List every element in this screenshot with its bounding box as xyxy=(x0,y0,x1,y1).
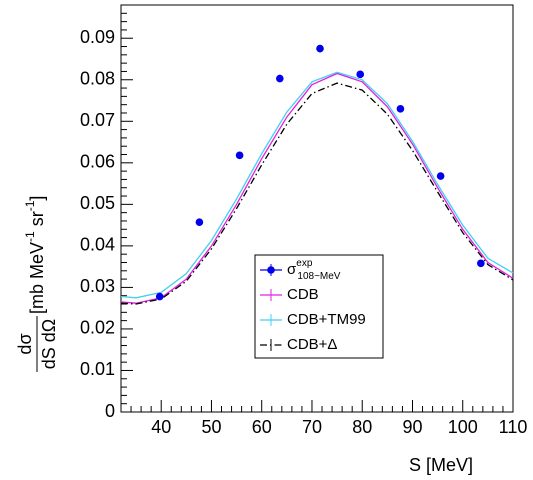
y-label-numerator: dσ xyxy=(15,333,35,354)
y-label-denominator: dS dΩ xyxy=(39,319,59,369)
legend-marker xyxy=(267,266,275,274)
y-tick-label: 0.04 xyxy=(80,235,115,255)
y-axis-label: dσ dS dΩ [mb MeV-1 sr-1] xyxy=(15,196,59,372)
x-tick-label: 40 xyxy=(151,417,171,437)
y-tick-label: 0.05 xyxy=(80,193,115,213)
y-tick-label: 0.01 xyxy=(80,359,115,379)
legend-label: CDB xyxy=(287,286,319,303)
legend-label: CDB+TM99 xyxy=(287,311,366,328)
y-label-unit-part: -1 xyxy=(23,200,37,211)
legend-sub: 108~MeV xyxy=(297,271,340,282)
x-tick-label: 100 xyxy=(448,417,478,437)
data-point xyxy=(276,74,284,83)
curve xyxy=(120,82,514,305)
legend-label: σexp 108~MeV xyxy=(287,258,341,282)
x-axis-label: S [MeV] xyxy=(409,455,473,475)
x-tick-label: 50 xyxy=(201,417,221,437)
x-tick-label: 80 xyxy=(352,417,372,437)
legend-name: CDB xyxy=(287,286,319,303)
y-tick-label: 0.08 xyxy=(80,69,115,89)
data-point xyxy=(436,172,445,180)
curve xyxy=(120,71,514,299)
y-tick-label: 0.03 xyxy=(80,276,115,296)
legend: σexp 108~MeV CDB CDB+TM99 CDB+Δ xyxy=(254,254,384,359)
data-point xyxy=(477,259,485,268)
y-label-unit-part: ] xyxy=(27,196,47,201)
y-label-unit: [mb MeV-1 sr-1] xyxy=(23,196,47,314)
y-tick-label: 0.02 xyxy=(80,318,115,338)
y-tick-label: 0.06 xyxy=(80,152,115,172)
y-label-unit-part: -1 xyxy=(23,231,37,242)
x-tick-label: 90 xyxy=(402,417,422,437)
x-tick-label: 60 xyxy=(252,417,272,437)
y-label-unit-part: [mb MeV xyxy=(27,242,47,314)
x-tick-label: 110 xyxy=(499,417,528,437)
curve xyxy=(120,72,514,304)
y-tick-label: 0.09 xyxy=(80,27,115,47)
legend-label: CDB+Δ xyxy=(287,336,337,353)
legend-sup: exp xyxy=(296,258,313,269)
data-point xyxy=(316,44,324,53)
legend-box xyxy=(254,254,384,359)
data-point xyxy=(195,218,204,227)
data-point xyxy=(356,70,365,79)
legend-name: CDB+Δ xyxy=(287,336,337,353)
y-tick-label: 0 xyxy=(105,401,115,421)
plot-frame xyxy=(120,4,514,413)
data-point xyxy=(396,105,405,113)
legend-name: CDB+TM99 xyxy=(287,311,366,328)
data-point xyxy=(235,151,244,160)
y-tick-label: 0.07 xyxy=(80,110,115,130)
data-point xyxy=(155,292,164,301)
y-label-unit-part: sr xyxy=(27,211,47,231)
legend-name: σ xyxy=(287,261,297,278)
x-tick-label: 70 xyxy=(302,417,322,437)
